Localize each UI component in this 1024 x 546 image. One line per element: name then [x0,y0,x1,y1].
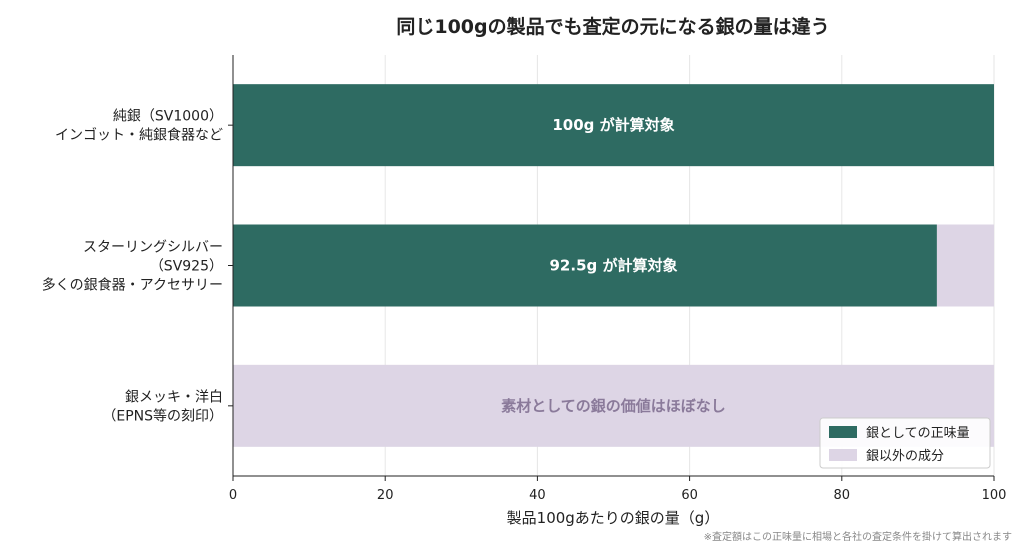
bar-segment [936,224,994,307]
bar-label: 素材としての銀の価値はほぼなし [501,397,726,415]
category-label-line: スターリングシルバー [83,240,223,256]
category-label-line: 純銀（SV1000） [113,109,223,125]
category-label: スターリングシルバー （SV925） 多くの銀食器・アクセサリー [42,240,223,294]
bar-label: 100g が計算対象 [552,116,674,134]
legend-swatch-net-silver [829,426,857,438]
category-label-line: 多くの銀食器・アクセサリー [42,277,223,294]
category-label-line: （SV925） [150,259,223,275]
category-label: 銀メッキ・洋白 （EPNS等の刻印） [102,389,223,424]
x-ticks: 0 20 40 60 80 100 [229,476,1007,503]
x-tick-label: 60 [681,488,698,503]
category-label: 純銀（SV1000） インゴット・純銀食器など [55,109,223,144]
x-tick-label: 100 [982,488,1007,503]
x-axis-label: 製品100gあたりの銀の量（g） [507,509,720,527]
x-tick-label: 40 [529,488,546,503]
x-tick-label: 0 [229,488,237,503]
bar-segment [233,84,994,167]
category-label-line: インゴット・純銀食器など [55,127,223,144]
x-tick-label: 20 [377,488,394,503]
bar-label: 92.5g が計算対象 [550,257,678,275]
legend-label-other: 銀以外の成分 [866,449,944,464]
category-label-line: 銀メッキ・洋白 [125,389,223,405]
x-tick-label: 80 [834,488,851,503]
legend-label-net-silver: 銀としての正味量 [866,426,970,441]
bars [233,84,994,447]
legend: 銀としての正味量 銀以外の成分 [819,417,991,469]
legend-swatch-other [829,449,857,461]
chart-title: 同じ100gの製品でも査定の元になる銀の量は違う [396,15,829,38]
footnote: ※査定額はこの正味量に相場と各社の査定条件を掛けて算出されます [704,530,1012,543]
category-label-line: （EPNS等の刻印） [102,407,223,424]
legend-box [819,417,991,469]
bar-segment [233,224,937,307]
